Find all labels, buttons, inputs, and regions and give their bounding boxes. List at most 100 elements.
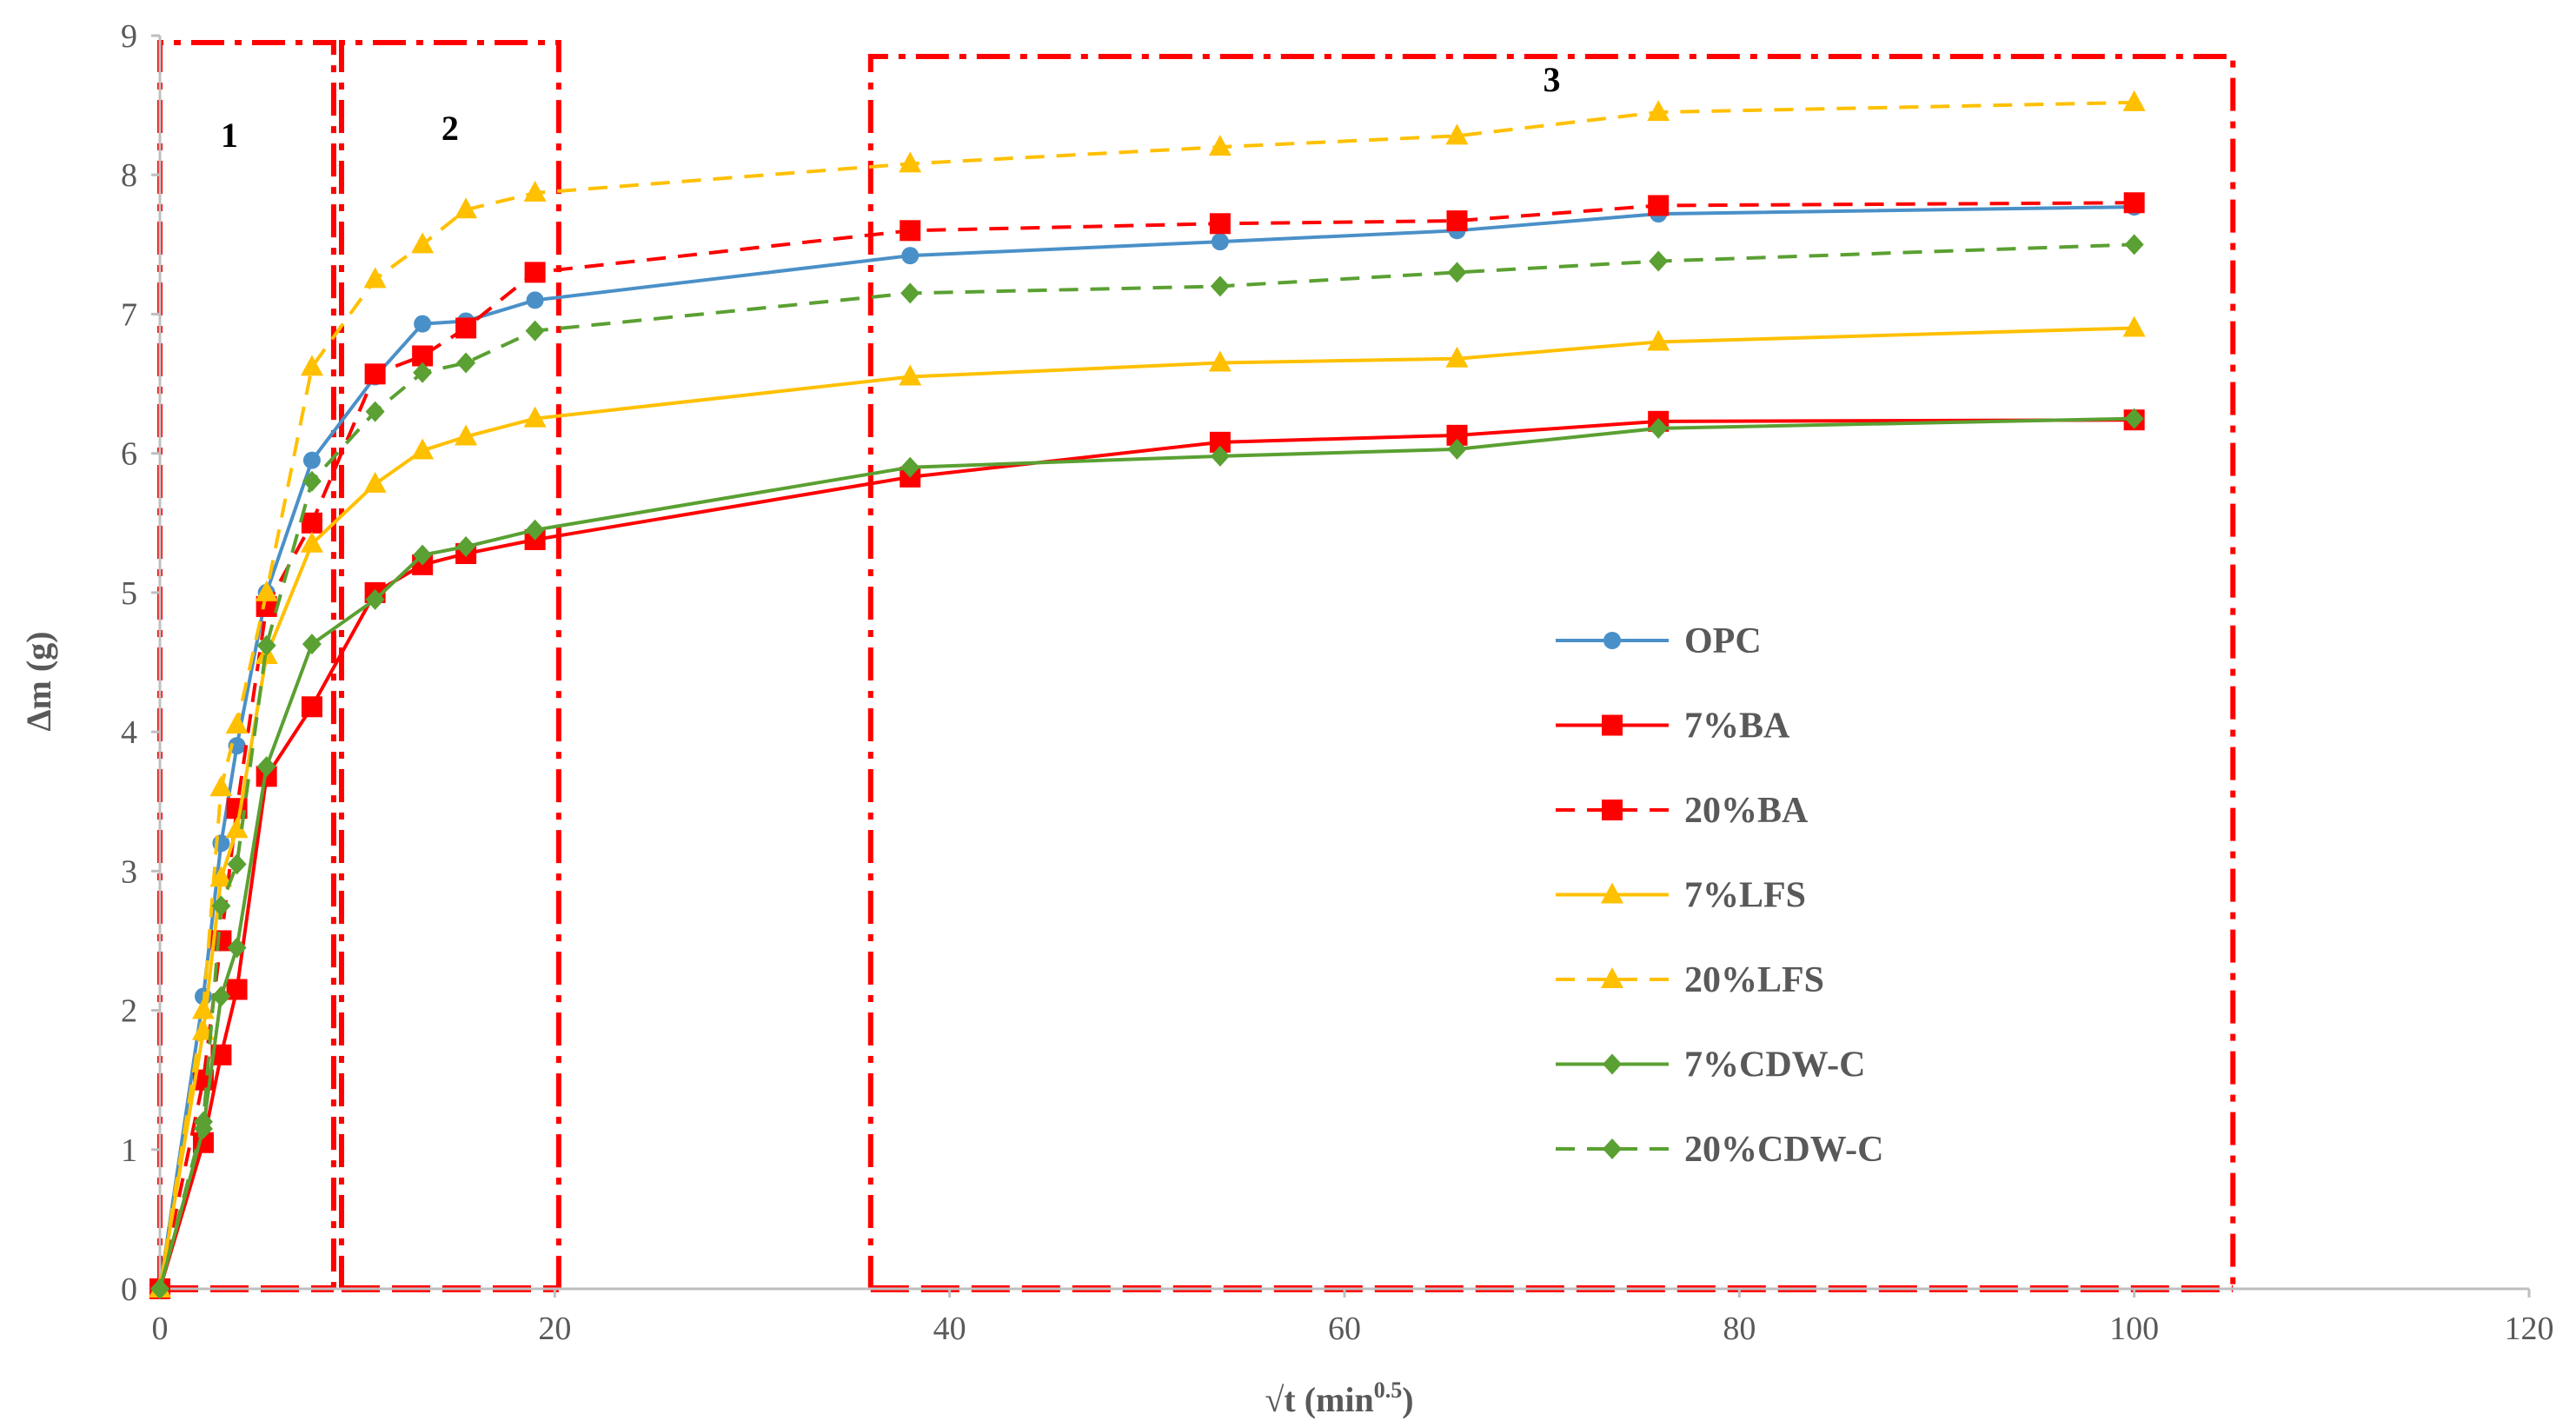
data-point [900, 456, 920, 478]
data-point [211, 986, 231, 1007]
series-20pct-ba [149, 192, 2145, 1299]
data-point [2124, 234, 2144, 256]
data-point [225, 713, 249, 734]
data-point [1209, 213, 1231, 235]
x-axis-title-superscript: 0.5 [1374, 1377, 1403, 1403]
data-point [901, 247, 920, 265]
ticks-layer: 0 20 40 60 80 100 120 0 1 2 3 4 5 6 7 8 9 [121, 18, 2554, 1347]
data-point [365, 588, 385, 610]
data-point [300, 531, 323, 553]
x-tick-label: 120 [2505, 1311, 2554, 1347]
series-layer [149, 90, 2146, 1299]
data-point [900, 282, 920, 304]
y-tick-label: 0 [121, 1271, 137, 1308]
data-point [2124, 408, 2144, 429]
data-point [1648, 195, 1670, 216]
data-point [414, 315, 432, 333]
y-tick-label: 5 [121, 575, 137, 612]
legend-marker [1601, 882, 1623, 904]
data-point [1647, 329, 1670, 351]
region-label-1: 1 [221, 116, 238, 155]
series-20pct-lfs [149, 90, 2146, 1298]
x-tick-label: 0 [152, 1311, 169, 1347]
data-point [2123, 192, 2145, 214]
legend-label: 20%LFS [1684, 960, 1824, 1000]
legend-item: 20%CDW-C [1556, 1130, 1883, 1170]
data-point [363, 471, 387, 493]
legend-marker [1601, 967, 1623, 988]
data-point [191, 998, 215, 1019]
x-axis-title: √t (min0.5) [1265, 1377, 1413, 1419]
legend-item: 7%LFS [1556, 876, 1806, 916]
data-point [524, 262, 546, 283]
data-point [1647, 100, 1670, 122]
legend-label: 20%BA [1684, 791, 1809, 831]
data-point [301, 696, 322, 718]
legend-item: 7%BA [1556, 707, 1790, 747]
data-point [1445, 123, 1469, 145]
x-tick-label: 100 [2109, 1311, 2159, 1347]
data-point [2122, 315, 2146, 337]
data-point [413, 544, 433, 566]
data-point [228, 737, 246, 755]
y-tick-label: 2 [121, 993, 137, 1030]
data-point [1208, 350, 1232, 372]
data-point [1208, 135, 1232, 156]
data-point [1447, 262, 1467, 283]
data-point [526, 291, 544, 309]
data-point [150, 1278, 169, 1299]
legend-item: 20%LFS [1556, 960, 1824, 1000]
legend: OPC 7%BA 20%BA 7%LFS 20%LFS 7%CDW-C 20%CDW-C [1556, 621, 1883, 1170]
legend-marker [1602, 714, 1623, 736]
data-point [193, 1111, 213, 1132]
y-tick-label: 8 [121, 157, 137, 194]
region-3: 3 [867, 54, 2236, 1292]
regions-layer: 1 2 3 [157, 40, 2236, 1292]
x-tick-label: 60 [1328, 1311, 1361, 1347]
data-point [411, 438, 435, 460]
legend-marker [1603, 1053, 1622, 1075]
data-point [455, 424, 478, 446]
data-point [227, 937, 247, 959]
y-tick-label: 7 [121, 296, 137, 333]
data-point [900, 220, 921, 242]
legend-label: 7%LFS [1684, 876, 1806, 916]
data-point [302, 451, 321, 469]
legend-item: 20%BA [1556, 791, 1809, 831]
region-box-3 [867, 54, 2236, 1289]
data-point [455, 197, 478, 219]
series-20pct-cdw-c [150, 234, 2144, 1299]
data-point [1447, 438, 1467, 460]
data-point [256, 756, 276, 778]
region-2: 2 [338, 40, 561, 1292]
y-tick-label: 9 [121, 18, 137, 55]
data-point [1211, 233, 1229, 251]
data-point [523, 406, 547, 428]
data-point [363, 267, 387, 289]
data-point [413, 362, 433, 383]
data-point [899, 364, 922, 386]
data-point [209, 775, 233, 797]
data-point [301, 512, 322, 534]
data-point [1210, 275, 1230, 297]
y-tick-label: 6 [121, 436, 137, 473]
data-point [302, 470, 322, 492]
data-point [455, 317, 477, 339]
data-point [300, 355, 323, 376]
x-tick-label: 40 [933, 1311, 966, 1347]
legend-item: OPC [1556, 621, 1762, 661]
x-tick-label: 80 [1723, 1311, 1756, 1347]
data-point [1649, 250, 1669, 272]
data-point [2122, 90, 2146, 111]
region-label-3: 3 [1544, 60, 1561, 99]
data-point [302, 634, 322, 655]
legend-label: OPC [1684, 621, 1762, 661]
data-point [456, 536, 476, 558]
data-point [523, 181, 547, 202]
data-point [255, 580, 278, 601]
x-tick-label: 20 [538, 1311, 571, 1347]
data-point [209, 866, 233, 887]
data-point [365, 401, 385, 422]
data-point [525, 519, 545, 541]
y-tick-label: 4 [121, 714, 137, 751]
